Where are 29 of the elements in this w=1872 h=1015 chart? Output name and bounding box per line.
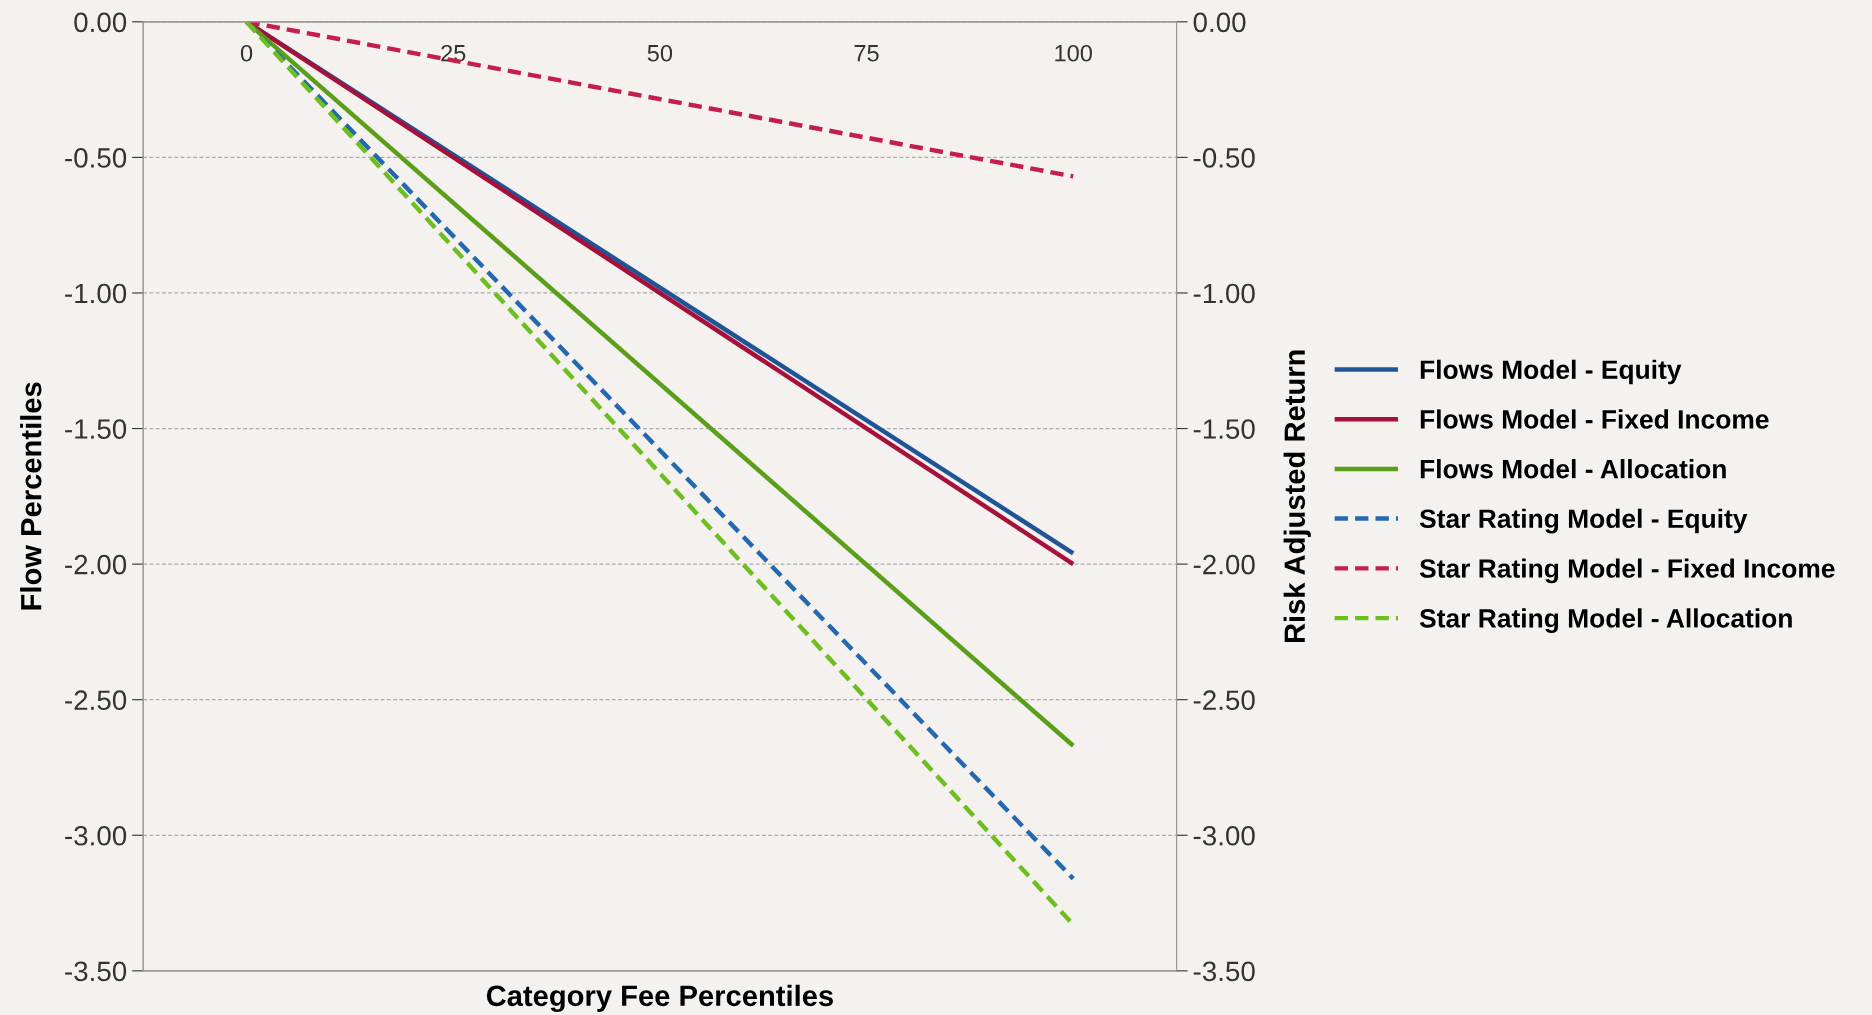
y2-tick-label: -1.50: [1193, 419, 1255, 439]
y2-axis-title: Risk Adjusted Return: [1283, 350, 1311, 643]
x-tick-label: 50: [647, 44, 673, 62]
x-tick-label: 100: [1055, 44, 1092, 62]
y2-tick-label: -3.00: [1193, 825, 1255, 846]
legend-label: Star Rating Model - Allocation: [1419, 608, 1792, 633]
x-tick-label: 75: [854, 45, 879, 62]
y2-tick-label: -2.00: [1193, 554, 1255, 575]
y2-tick-label: -3.50: [1193, 961, 1255, 982]
y2-tick-label: -0.50: [1193, 148, 1255, 168]
x-tick-label: 0: [240, 44, 253, 62]
y-tick-label: -1.50: [65, 419, 127, 439]
y-tick-label: -1.00: [65, 283, 127, 304]
y-tick-label: -0.50: [65, 148, 127, 168]
y-tick-label: 0.00: [74, 12, 127, 33]
legend-label: Flows Model - Equity: [1420, 359, 1682, 385]
y-tick-label: -3.50: [65, 961, 127, 982]
y-tick-label: -3.00: [65, 825, 127, 846]
y2-tick-label: 0.00: [1193, 12, 1246, 33]
legend-label: Star Rating Model - Fixed Income: [1419, 558, 1835, 584]
legend-label: Star Rating Model - Equity: [1419, 508, 1748, 534]
y-tick-label: -2.50: [65, 690, 127, 711]
y2-tick-label: -2.50: [1193, 690, 1255, 711]
legend-label: Flows Model - Allocation: [1420, 459, 1726, 479]
y-axis-title: Flow Percentiles: [20, 382, 42, 610]
legend-label: Flows Model - Fixed Income: [1420, 409, 1769, 429]
y-tick-label: -2.00: [65, 554, 127, 575]
x-axis-title: Category Fee Percentiles: [486, 984, 833, 1013]
y2-tick-label: -1.00: [1193, 283, 1255, 304]
